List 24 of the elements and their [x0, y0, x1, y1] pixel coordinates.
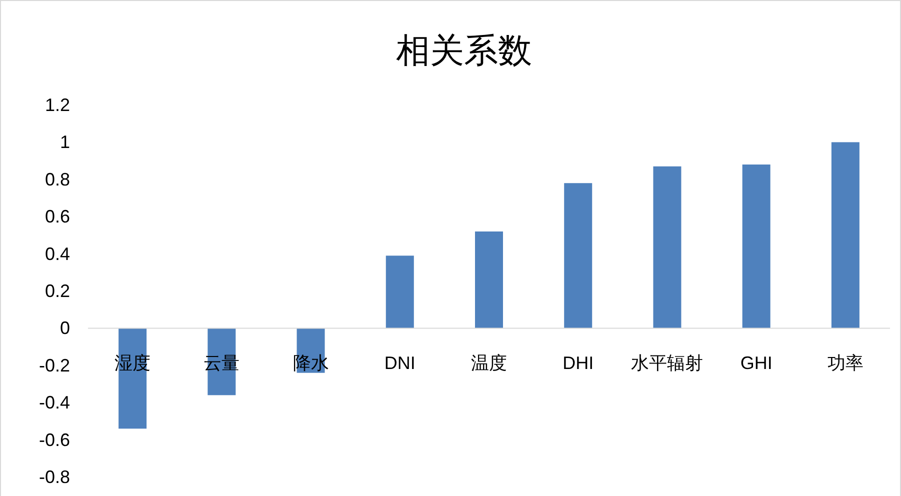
x-tick-label: GHI: [740, 353, 772, 374]
x-tick-label: 功率: [827, 353, 864, 374]
bar: [831, 142, 860, 328]
y-tick-label: 1.2: [44, 95, 70, 115]
y-tick-label: 0.4: [44, 244, 70, 264]
y-tick-label: -0.4: [38, 392, 70, 413]
bar: [653, 166, 682, 328]
y-tick-label: 0.2: [44, 281, 70, 301]
bar: [386, 256, 414, 328]
bar: [742, 164, 770, 328]
y-tick-label: -0.2: [38, 355, 70, 376]
y-tick-label: 0.8: [44, 169, 70, 190]
x-tick-label: 温度: [471, 353, 507, 374]
y-tick-label: 0.6: [44, 206, 70, 227]
y-tick-label: -0.6: [38, 430, 70, 450]
chart-title: 相关系数: [396, 32, 532, 70]
bar: [564, 183, 592, 328]
x-tick-label: 水平辐射: [631, 353, 704, 374]
y-tick-label: 0: [60, 318, 70, 338]
x-tick-label: DNI: [384, 353, 416, 374]
y-tick-label: 1: [60, 132, 70, 152]
y-tick-label: -0.8: [38, 467, 70, 487]
x-tick-label: DHI: [562, 353, 594, 374]
bar: [475, 231, 503, 328]
